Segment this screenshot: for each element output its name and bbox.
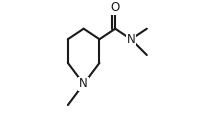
Text: N: N — [127, 33, 135, 46]
Text: N: N — [79, 77, 88, 90]
Text: O: O — [111, 1, 120, 14]
